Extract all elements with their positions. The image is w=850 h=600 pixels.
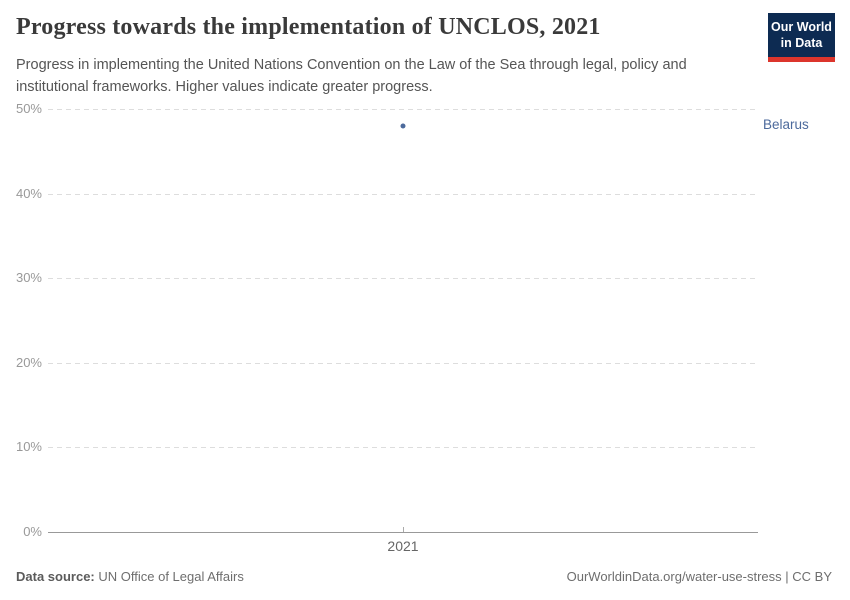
x-axis-line xyxy=(48,532,758,533)
owid-logo-red-bar xyxy=(768,56,835,62)
owid-logo-text: Our World in Data xyxy=(768,13,835,57)
y-tick-label: 30% xyxy=(15,270,42,286)
entity-label-belarus[interactable]: Belarus xyxy=(763,116,809,132)
owid-logo-line2: in Data xyxy=(780,36,823,51)
data-source: Data source: UN Office of Legal Affairs xyxy=(16,569,244,584)
gridline xyxy=(48,447,758,449)
y-tick-label: 50% xyxy=(15,101,42,116)
chart-footer: Data source: UN Office of Legal Affairs … xyxy=(16,569,832,584)
chart-subtitle: Progress in implementing the United Nati… xyxy=(16,57,687,96)
y-tick-label: 40% xyxy=(15,185,42,201)
plot-area: 0% 10% 20% 30% 40% 50% 2021 Belarus xyxy=(16,101,809,554)
y-tick-label: 20% xyxy=(15,354,42,370)
gridline xyxy=(48,193,758,195)
attribution-link[interactable]: OurWorldinData.org/water-use-stress | CC… xyxy=(566,569,832,584)
y-tick-label: 10% xyxy=(15,439,42,455)
page-title: Progress towards the implementation of U… xyxy=(16,14,601,40)
owid-logo-line1: Our World xyxy=(771,20,832,34)
data-point-belarus[interactable] xyxy=(400,123,406,129)
x-tick-label: 2021 xyxy=(387,538,419,554)
gridline xyxy=(48,278,758,280)
gridline xyxy=(48,109,758,110)
x-tick-mark xyxy=(402,527,404,532)
gridline xyxy=(48,362,758,364)
data-source-value: UN Office of Legal Affairs xyxy=(98,569,244,584)
owid-logo[interactable]: Our World in Data xyxy=(768,13,835,62)
y-tick-label: 0% xyxy=(23,524,42,539)
data-source-label: Data source: xyxy=(16,569,95,584)
